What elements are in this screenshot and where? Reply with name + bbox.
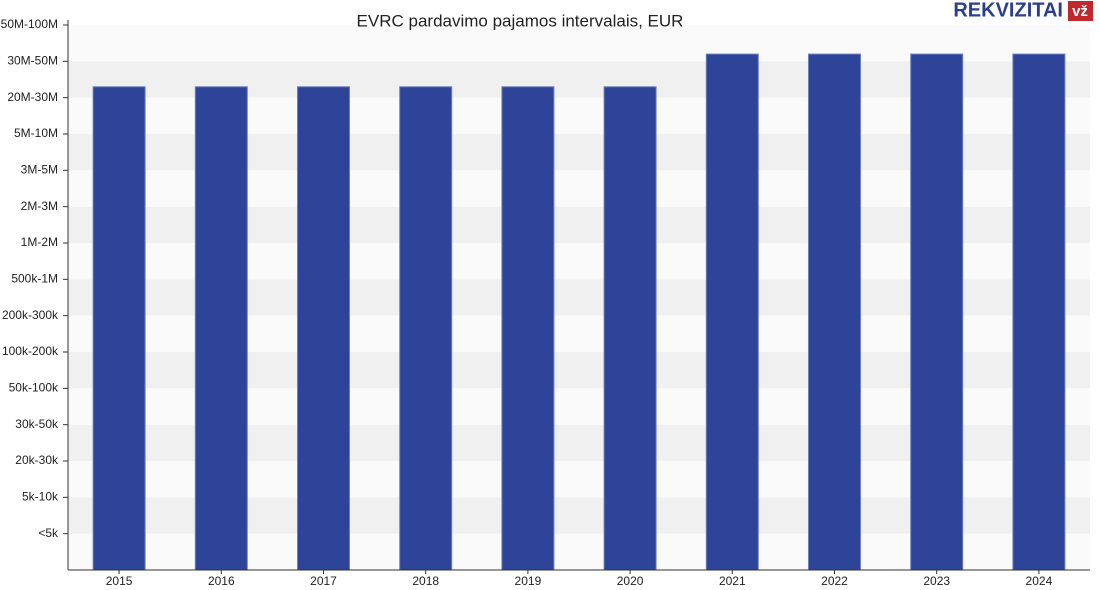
y-tick-label: 5M-10M <box>14 126 58 140</box>
y-tick-label: 20k-30k <box>15 453 59 467</box>
bar <box>92 86 146 571</box>
y-tick-label: 50k-100k <box>9 381 59 395</box>
y-tick-label: 3M-5M <box>21 163 58 177</box>
bar <box>501 86 555 571</box>
x-tick-label: 2017 <box>310 574 337 588</box>
y-tick-label: 100k-200k <box>2 344 59 358</box>
y-tick-label: 20M-30M <box>7 90 58 104</box>
bar <box>910 53 964 571</box>
y-tick-label: 200k-300k <box>2 308 59 322</box>
x-tick-label: 2023 <box>923 574 950 588</box>
logo: REKVIZITAI <box>953 0 1063 21</box>
x-tick-label: 2024 <box>1026 574 1053 588</box>
x-tick-label: 2016 <box>208 574 235 588</box>
bar <box>808 53 861 571</box>
y-tick-label: 30k-50k <box>15 417 59 431</box>
x-tick-label: 2019 <box>515 574 542 588</box>
logo-mark: vž <box>1072 3 1088 20</box>
x-tick-label: 2022 <box>821 574 848 588</box>
x-tick-label: 2018 <box>412 574 439 588</box>
y-tick-label: 1M-2M <box>21 235 58 249</box>
chart-title: EVRC pardavimo pajamos intervalais, EUR <box>357 11 684 30</box>
x-tick-label: 2020 <box>617 574 644 588</box>
y-tick-label: 50M-100M <box>1 17 58 31</box>
x-tick-label: 2015 <box>106 574 133 588</box>
x-tick-label: 2021 <box>719 574 746 588</box>
logo-badge <box>1068 1 1093 21</box>
y-tick-label: 30M-50M <box>7 54 58 68</box>
y-tick-label: 2M-3M <box>21 199 58 213</box>
bar <box>603 86 657 571</box>
bar <box>297 86 350 571</box>
bar <box>399 86 453 571</box>
bar <box>194 86 248 571</box>
y-tick-label: 5k-10k <box>22 490 59 504</box>
bar <box>705 53 759 571</box>
y-tick-label: 500k-1M <box>11 272 58 286</box>
bar <box>1012 53 1066 571</box>
y-tick-label: <5k <box>38 526 59 540</box>
